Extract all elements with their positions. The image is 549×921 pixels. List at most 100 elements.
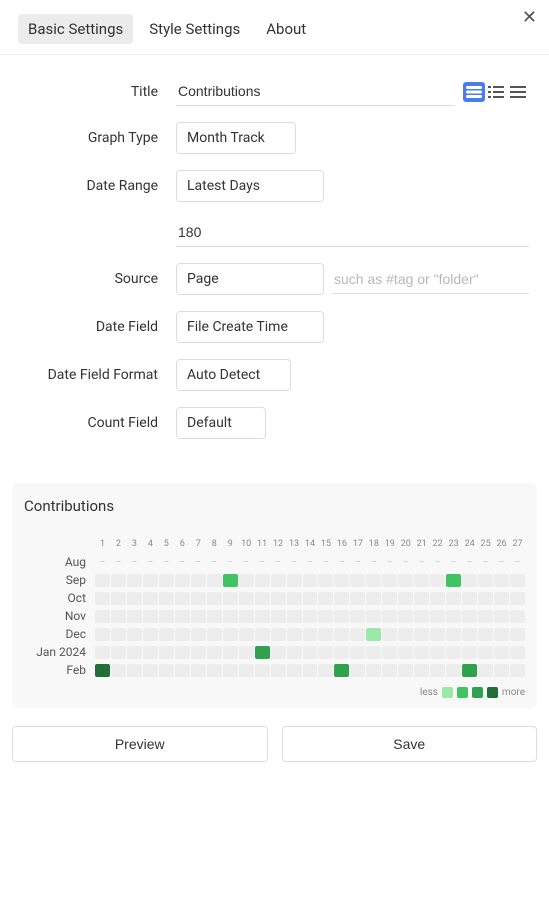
title-input[interactable]	[176, 77, 455, 106]
contribution-cell	[494, 556, 509, 569]
day-number: 2	[111, 539, 126, 549]
contribution-cell	[414, 664, 429, 677]
date-field-label: Date Field	[20, 319, 176, 335]
contribution-cell	[223, 646, 238, 659]
preview-button[interactable]: Preview	[12, 726, 268, 762]
count-field-select[interactable]: Default	[176, 407, 266, 439]
contribution-cell	[414, 610, 429, 623]
tab-style-settings[interactable]: Style Settings	[139, 14, 250, 44]
graph-type-select[interactable]: Month Track	[176, 122, 296, 154]
contribution-cell	[287, 610, 302, 623]
contribution-cell	[382, 664, 397, 677]
contribution-cell	[111, 610, 126, 623]
tab-about[interactable]: About	[256, 14, 316, 44]
contribution-cell	[303, 556, 318, 569]
contribution-cell	[382, 592, 397, 605]
contribution-cell	[398, 610, 413, 623]
contribution-cell	[127, 628, 142, 641]
contribution-cell	[143, 556, 158, 569]
contribution-cell	[287, 592, 302, 605]
legend-swatch-3	[472, 687, 483, 698]
day-number: 12	[271, 539, 286, 549]
contribution-cell	[366, 610, 381, 623]
tab-basic-settings[interactable]: Basic Settings	[18, 14, 133, 44]
contribution-cell	[223, 628, 238, 641]
count-field-label: Count Field	[20, 415, 176, 431]
contribution-cell	[478, 592, 493, 605]
contribution-cell	[303, 592, 318, 605]
contribution-cell	[303, 664, 318, 677]
view-list-left-icon[interactable]	[485, 82, 507, 102]
contribution-cell	[430, 610, 445, 623]
contribution-cell	[207, 556, 222, 569]
contribution-cell	[159, 574, 174, 587]
contribution-cell	[350, 574, 365, 587]
close-icon[interactable]: ✕	[522, 8, 537, 26]
date-range-select[interactable]: Latest Days	[176, 170, 324, 202]
date-range-label: Date Range	[20, 178, 176, 194]
day-number: 24	[462, 539, 477, 549]
day-number: 10	[239, 539, 254, 549]
contribution-cell	[239, 592, 254, 605]
contribution-cell	[382, 556, 397, 569]
contribution-cell	[510, 628, 525, 641]
contribution-cell	[159, 592, 174, 605]
graph-type-label: Graph Type	[20, 130, 176, 146]
chart-month-row: Oct	[24, 591, 525, 605]
contribution-cell	[446, 628, 461, 641]
contribution-cell	[127, 610, 142, 623]
chart-month-row: Aug	[24, 555, 525, 569]
contribution-cell	[127, 646, 142, 659]
contribution-cell	[318, 664, 333, 677]
contribution-cell	[175, 574, 190, 587]
date-field-select[interactable]: File Create Time	[176, 311, 324, 343]
contribution-cell	[95, 610, 110, 623]
contribution-cell	[159, 610, 174, 623]
contribution-cell	[494, 646, 509, 659]
source-filter-input[interactable]	[332, 265, 529, 294]
contribution-cell	[255, 610, 270, 623]
contribution-cell	[271, 610, 286, 623]
contribution-cell	[143, 646, 158, 659]
contribution-cell	[127, 592, 142, 605]
day-number: 20	[398, 539, 413, 549]
contribution-cell	[223, 592, 238, 605]
contribution-cell	[271, 556, 286, 569]
tabs: Basic Settings Style Settings About	[0, 0, 549, 55]
contribution-cell	[510, 664, 525, 677]
date-range-days-input[interactable]	[176, 218, 529, 247]
contribution-cell	[494, 628, 509, 641]
contribution-cell	[366, 556, 381, 569]
day-number: 1	[95, 539, 110, 549]
contribution-cell	[207, 610, 222, 623]
contribution-cell	[446, 646, 461, 659]
contribution-cell	[350, 646, 365, 659]
contribution-cell	[223, 610, 238, 623]
contribution-cell	[478, 610, 493, 623]
day-number: 21	[414, 539, 429, 549]
contribution-cell	[239, 556, 254, 569]
title-label: Title	[20, 84, 176, 100]
contribution-cell	[382, 574, 397, 587]
footer-buttons: Preview Save	[0, 708, 549, 776]
contribution-cell	[494, 664, 509, 677]
contribution-cell	[175, 556, 190, 569]
view-mode-group	[463, 82, 529, 102]
source-select[interactable]: Page	[176, 263, 324, 295]
view-list-lines-icon[interactable]	[507, 82, 529, 102]
contribution-cell	[350, 556, 365, 569]
contribution-cell	[111, 628, 126, 641]
contribution-cell	[510, 646, 525, 659]
save-button[interactable]: Save	[282, 726, 538, 762]
contribution-cell	[239, 646, 254, 659]
contribution-cell	[159, 664, 174, 677]
contribution-cell	[478, 664, 493, 677]
month-label: Jan 2024	[24, 645, 94, 659]
day-number: 4	[143, 539, 158, 549]
day-number: 18	[366, 539, 381, 549]
contribution-cell	[159, 556, 174, 569]
view-list-filled-icon[interactable]	[463, 82, 485, 102]
contribution-cell	[318, 610, 333, 623]
contribution-cell	[414, 574, 429, 587]
date-field-format-select[interactable]: Auto Detect	[176, 359, 291, 391]
